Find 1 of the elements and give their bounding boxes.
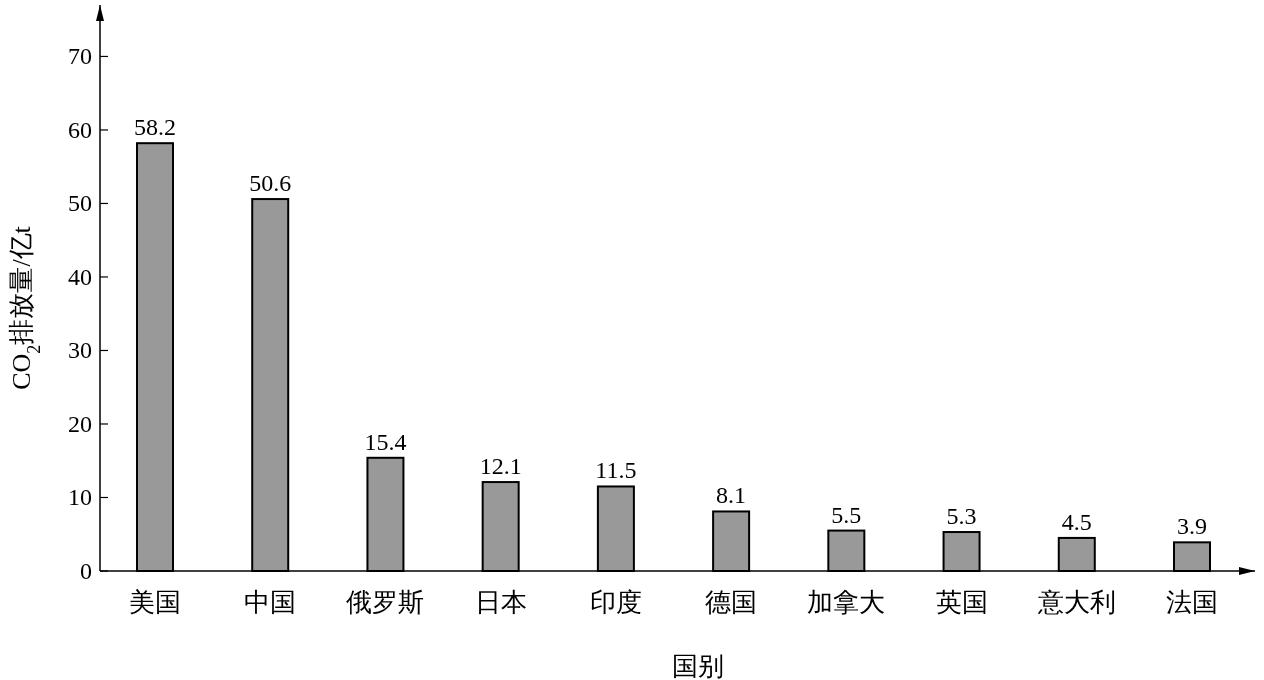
xlabel: 国别: [671, 652, 724, 680]
